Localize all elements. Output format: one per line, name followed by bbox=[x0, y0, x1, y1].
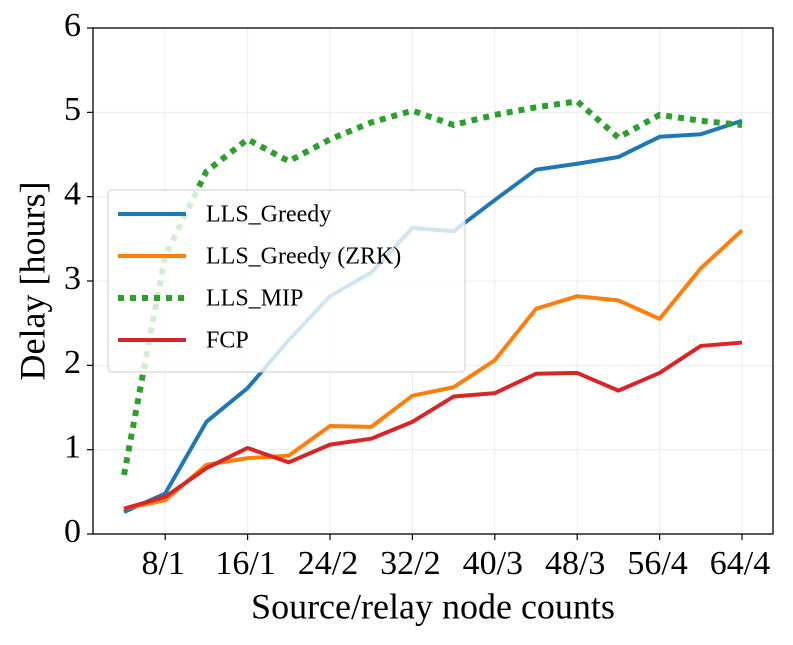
legend: LLS_Greedy LLS_Greedy (ZRK) LLS_MIP FCP bbox=[107, 189, 466, 373]
series-line bbox=[123, 228, 744, 511]
y-tick-label: 1 bbox=[64, 428, 81, 465]
y-tick-label: 4 bbox=[64, 175, 81, 212]
y-axis-label: Delay [hours] bbox=[12, 182, 52, 381]
x-tick-label: 56/4 bbox=[627, 545, 687, 582]
y-tick-label: 6 bbox=[64, 7, 81, 44]
legend-label: LLS_Greedy (ZRK) bbox=[206, 244, 401, 270]
x-tick-label: 48/3 bbox=[545, 545, 605, 582]
y-tick-label: 0 bbox=[64, 513, 81, 550]
x-tick-label: 24/2 bbox=[298, 545, 358, 582]
x-tick-label: 8/1 bbox=[141, 545, 184, 582]
series-line bbox=[121, 98, 743, 476]
x-tick-label: 64/4 bbox=[710, 545, 770, 582]
y-tick-label: 5 bbox=[64, 91, 81, 128]
legend-label: LLS_MIP bbox=[206, 286, 303, 312]
x-tick-label: 16/1 bbox=[215, 545, 275, 582]
y-tick-label: 2 bbox=[64, 344, 81, 381]
x-axis-label: Source/relay node counts bbox=[251, 586, 615, 626]
legend-box bbox=[107, 189, 466, 373]
x-tick-label: 40/3 bbox=[463, 545, 523, 582]
x-tick-label: 32/2 bbox=[380, 545, 440, 582]
legend-label: LLS_Greedy bbox=[206, 202, 331, 228]
series-line bbox=[123, 340, 743, 511]
plot-frame bbox=[92, 27, 774, 535]
y-tick-label: 3 bbox=[64, 260, 81, 297]
legend-label: FCP bbox=[206, 328, 249, 354]
